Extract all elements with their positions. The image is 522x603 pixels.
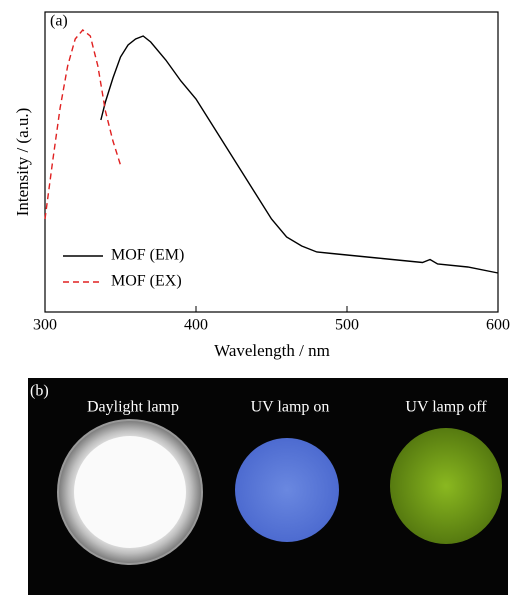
blue-powder [235, 438, 339, 542]
y-axis-label: Intensity / (a.u.) [13, 108, 32, 217]
white-powder [74, 436, 186, 548]
line-series [100, 35, 499, 274]
x-axis-label: Wavelength / nm [214, 341, 330, 360]
panel-label: (a) [50, 13, 68, 30]
x-tick-label: 300 [33, 317, 57, 334]
photo-caption: Daylight lamp [87, 399, 179, 416]
green-powder [390, 428, 502, 544]
legend-label: MOF (EM) [111, 247, 184, 264]
photo-caption: UV lamp on [251, 399, 330, 416]
plot-frame [44, 11, 499, 313]
x-tick-label: 500 [335, 317, 359, 334]
x-tick-label: 600 [486, 317, 510, 334]
line-series [44, 29, 122, 220]
photo-label: (b) [30, 383, 49, 400]
legend-label: MOF (EX) [111, 273, 182, 290]
photo-caption: UV lamp off [405, 399, 487, 416]
x-tick-label: 400 [184, 317, 208, 334]
